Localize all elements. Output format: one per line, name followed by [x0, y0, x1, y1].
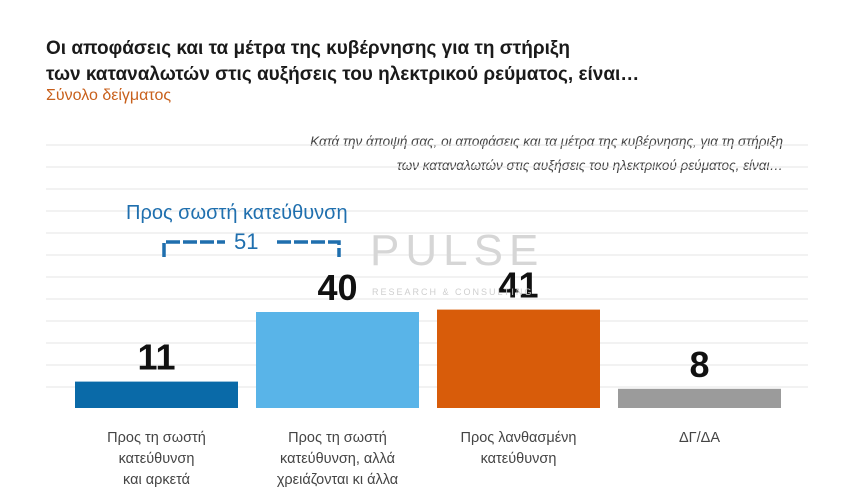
chart-subtitle: Σύνολο δείγματος [46, 87, 172, 104]
bar-2 [256, 312, 419, 408]
bracket-label: Προς σωστή κατεύθυνση [126, 202, 348, 224]
chart-title: Οι αποφάσεις και τα μέτρα της κυβέρνησης… [46, 36, 746, 88]
x-axis-label-line: κατεύθυνση [118, 451, 195, 467]
x-axis-label-4: ΔΓ/ΔΑ [615, 428, 785, 449]
watermark-tagline: RESEARCH & CONSULTING [372, 287, 534, 297]
survey-question-line-2: των καταναλωτών στις αυξήσεις του ηλεκτρ… [396, 158, 783, 173]
bar-1 [75, 381, 238, 408]
bracket-value: 51 [234, 229, 259, 254]
bar-4 [618, 388, 781, 408]
x-axis-label-line: Προς τη σωστή [107, 430, 206, 446]
bar-value-label-1: 11 [137, 337, 175, 378]
x-axis-label-line: Προς τη σωστή [288, 430, 387, 446]
x-axis-label-line: Προς λανθασμένη [460, 430, 577, 446]
x-axis-label-2: Προς τη σωστή κατεύθυνση, αλλά χρειάζονται… [253, 428, 423, 491]
bar-3 [437, 309, 600, 408]
watermark-logo: PULSE [370, 226, 545, 275]
chart-title-line-2: των καταναλωτών στις αυξήσεις του ηλεκτρ… [46, 64, 640, 85]
x-axis-label-3: Προς λανθασμένη κατεύθυνση [434, 428, 604, 470]
x-axis-label-line: χρειάζονται κι άλλα [276, 472, 399, 488]
x-axis-label-line: ΔΓ/ΔΑ [678, 430, 721, 446]
grouping-bracket [162, 240, 341, 257]
bar-value-label-4: 8 [689, 344, 709, 385]
x-axis-label-line: και αρκετά [123, 472, 190, 488]
bar-value-label-2: 40 [317, 267, 357, 308]
chart-title-line-1: Οι αποφάσεις και τα μέτρα της κυβέρνησης… [46, 38, 570, 59]
bar-value-label-3: 41 [498, 265, 538, 306]
x-axis-label-line: κατεύθυνση, αλλά [280, 451, 395, 467]
x-axis-label-line: κατεύθυνση [480, 451, 557, 467]
x-axis-label-1: Προς τη σωστή κατεύθυνση και αρκετά [72, 428, 242, 491]
